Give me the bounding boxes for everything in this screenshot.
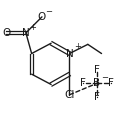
Text: F: F xyxy=(93,65,99,75)
Text: −: − xyxy=(100,73,107,82)
Text: −: − xyxy=(45,7,52,16)
Text: N: N xyxy=(22,28,30,38)
Text: N: N xyxy=(65,48,73,58)
Text: F: F xyxy=(93,92,99,102)
Text: B: B xyxy=(93,78,100,88)
Text: +: + xyxy=(29,23,36,32)
Text: F: F xyxy=(107,78,113,88)
Text: O: O xyxy=(37,12,46,22)
Text: O: O xyxy=(2,28,10,38)
Text: +: + xyxy=(73,42,80,51)
Text: F: F xyxy=(80,78,85,88)
Text: Cl: Cl xyxy=(64,90,74,100)
